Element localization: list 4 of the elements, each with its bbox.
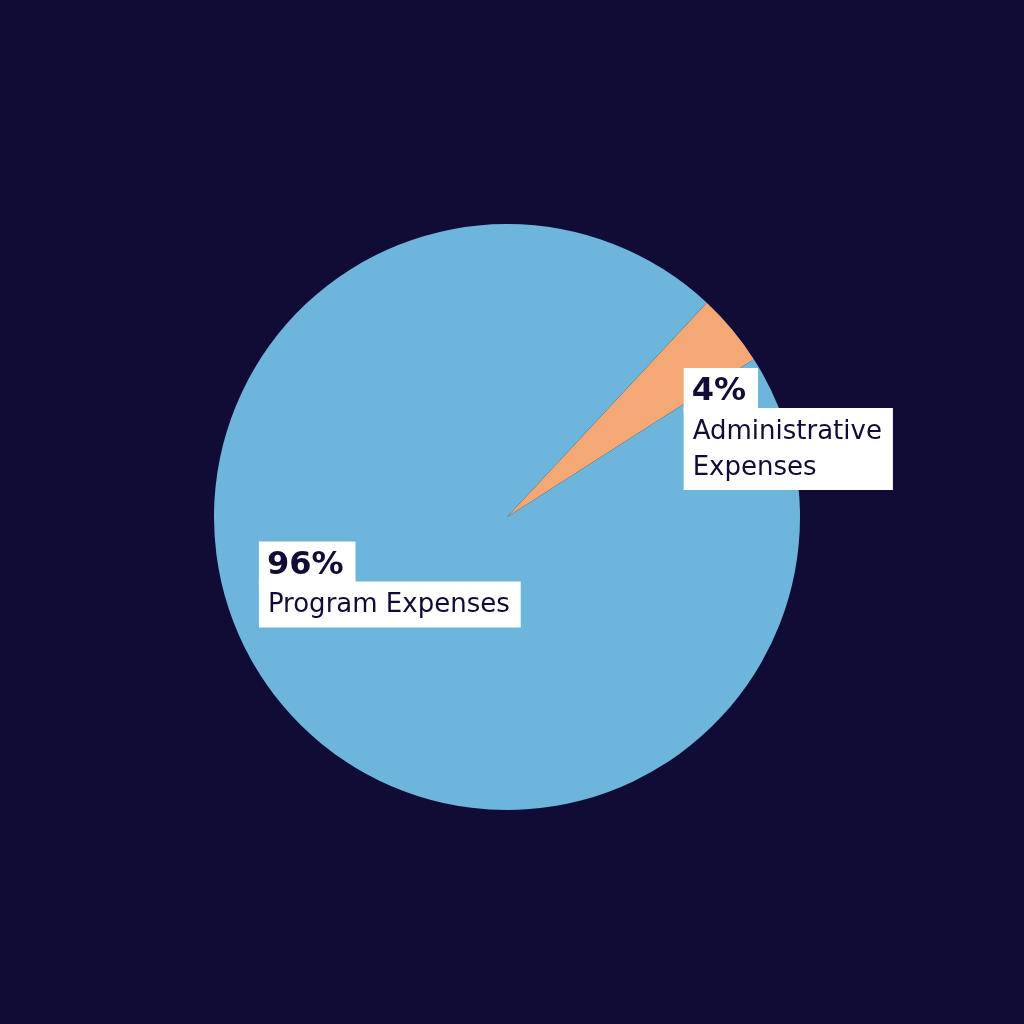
data-label: 96% bbox=[266, 543, 344, 582]
data-label: 4% bbox=[691, 370, 746, 409]
slice-label: Program Expenses bbox=[267, 588, 510, 619]
slice-label: Administrative Expenses bbox=[692, 414, 882, 481]
